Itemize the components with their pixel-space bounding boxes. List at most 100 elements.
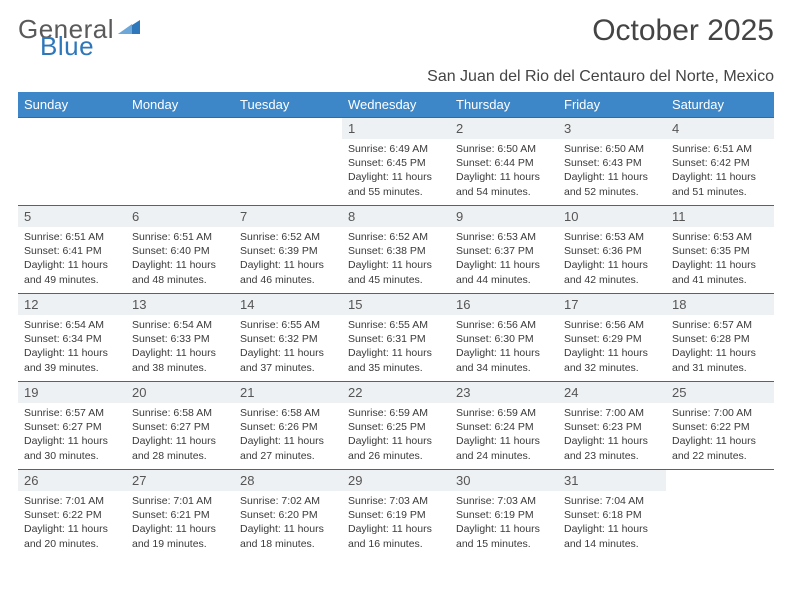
calendar-day-cell: 15Sunrise: 6:55 AMSunset: 6:31 PMDayligh…: [342, 294, 450, 382]
calendar-day-cell: 8Sunrise: 6:52 AMSunset: 6:38 PMDaylight…: [342, 206, 450, 294]
calendar-day-cell: 14Sunrise: 6:55 AMSunset: 6:32 PMDayligh…: [234, 294, 342, 382]
calendar-day-cell: 3Sunrise: 6:50 AMSunset: 6:43 PMDaylight…: [558, 118, 666, 206]
day-details: Sunrise: 6:53 AMSunset: 6:35 PMDaylight:…: [666, 227, 774, 291]
calendar-day-cell: 16Sunrise: 6:56 AMSunset: 6:30 PMDayligh…: [450, 294, 558, 382]
day-details: Sunrise: 6:52 AMSunset: 6:39 PMDaylight:…: [234, 227, 342, 291]
day-details: Sunrise: 6:55 AMSunset: 6:31 PMDaylight:…: [342, 315, 450, 379]
calendar-day-cell: 11Sunrise: 6:53 AMSunset: 6:35 PMDayligh…: [666, 206, 774, 294]
day-number: 13: [126, 294, 234, 315]
weekday-header: Thursday: [450, 92, 558, 118]
day-details: Sunrise: 7:00 AMSunset: 6:22 PMDaylight:…: [666, 403, 774, 467]
day-details: Sunrise: 6:57 AMSunset: 6:27 PMDaylight:…: [18, 403, 126, 467]
day-number: 26: [18, 470, 126, 491]
calendar-day-cell: [234, 118, 342, 206]
day-details: Sunrise: 6:49 AMSunset: 6:45 PMDaylight:…: [342, 139, 450, 203]
calendar-day-cell: 31Sunrise: 7:04 AMSunset: 6:18 PMDayligh…: [558, 470, 666, 558]
calendar-day-cell: 23Sunrise: 6:59 AMSunset: 6:24 PMDayligh…: [450, 382, 558, 470]
day-details: Sunrise: 6:58 AMSunset: 6:26 PMDaylight:…: [234, 403, 342, 467]
location-subtitle: San Juan del Rio del Centauro del Norte,…: [18, 68, 774, 86]
day-number: 25: [666, 382, 774, 403]
day-number: 24: [558, 382, 666, 403]
calendar-day-cell: 17Sunrise: 6:56 AMSunset: 6:29 PMDayligh…: [558, 294, 666, 382]
calendar-week-row: 1Sunrise: 6:49 AMSunset: 6:45 PMDaylight…: [18, 118, 774, 206]
day-number: 28: [234, 470, 342, 491]
day-number: 1: [342, 118, 450, 139]
day-number: 31: [558, 470, 666, 491]
day-details: Sunrise: 6:51 AMSunset: 6:41 PMDaylight:…: [18, 227, 126, 291]
day-number: 7: [234, 206, 342, 227]
day-details: Sunrise: 6:53 AMSunset: 6:36 PMDaylight:…: [558, 227, 666, 291]
calendar-day-cell: 13Sunrise: 6:54 AMSunset: 6:33 PMDayligh…: [126, 294, 234, 382]
calendar-day-cell: 19Sunrise: 6:57 AMSunset: 6:27 PMDayligh…: [18, 382, 126, 470]
calendar-day-cell: [18, 118, 126, 206]
calendar-day-cell: 27Sunrise: 7:01 AMSunset: 6:21 PMDayligh…: [126, 470, 234, 558]
day-details: Sunrise: 7:03 AMSunset: 6:19 PMDaylight:…: [342, 491, 450, 555]
day-number: 11: [666, 206, 774, 227]
day-number: 8: [342, 206, 450, 227]
calendar-week-row: 26Sunrise: 7:01 AMSunset: 6:22 PMDayligh…: [18, 470, 774, 558]
day-number: 22: [342, 382, 450, 403]
day-details: Sunrise: 7:04 AMSunset: 6:18 PMDaylight:…: [558, 491, 666, 555]
calendar-week-row: 5Sunrise: 6:51 AMSunset: 6:41 PMDaylight…: [18, 206, 774, 294]
calendar-day-cell: 30Sunrise: 7:03 AMSunset: 6:19 PMDayligh…: [450, 470, 558, 558]
day-details: Sunrise: 7:03 AMSunset: 6:19 PMDaylight:…: [450, 491, 558, 555]
calendar-day-cell: 24Sunrise: 7:00 AMSunset: 6:23 PMDayligh…: [558, 382, 666, 470]
day-details: Sunrise: 6:51 AMSunset: 6:40 PMDaylight:…: [126, 227, 234, 291]
day-number: 4: [666, 118, 774, 139]
day-number: 6: [126, 206, 234, 227]
calendar-day-cell: 10Sunrise: 6:53 AMSunset: 6:36 PMDayligh…: [558, 206, 666, 294]
day-number: 23: [450, 382, 558, 403]
day-details: Sunrise: 7:00 AMSunset: 6:23 PMDaylight:…: [558, 403, 666, 467]
calendar-day-cell: 2Sunrise: 6:50 AMSunset: 6:44 PMDaylight…: [450, 118, 558, 206]
calendar-day-cell: 29Sunrise: 7:03 AMSunset: 6:19 PMDayligh…: [342, 470, 450, 558]
calendar-day-cell: 26Sunrise: 7:01 AMSunset: 6:22 PMDayligh…: [18, 470, 126, 558]
day-details: Sunrise: 6:56 AMSunset: 6:30 PMDaylight:…: [450, 315, 558, 379]
day-details: Sunrise: 6:52 AMSunset: 6:38 PMDaylight:…: [342, 227, 450, 291]
day-number: 5: [18, 206, 126, 227]
page-title: October 2025: [592, 14, 774, 48]
day-details: Sunrise: 7:02 AMSunset: 6:20 PMDaylight:…: [234, 491, 342, 555]
day-number: 17: [558, 294, 666, 315]
day-details: Sunrise: 6:55 AMSunset: 6:32 PMDaylight:…: [234, 315, 342, 379]
day-number: 19: [18, 382, 126, 403]
day-details: Sunrise: 6:57 AMSunset: 6:28 PMDaylight:…: [666, 315, 774, 379]
calendar-day-cell: 5Sunrise: 6:51 AMSunset: 6:41 PMDaylight…: [18, 206, 126, 294]
day-number: 9: [450, 206, 558, 227]
day-details: Sunrise: 6:50 AMSunset: 6:44 PMDaylight:…: [450, 139, 558, 203]
calendar-day-cell: [666, 470, 774, 558]
calendar-day-cell: 12Sunrise: 6:54 AMSunset: 6:34 PMDayligh…: [18, 294, 126, 382]
calendar-day-cell: 7Sunrise: 6:52 AMSunset: 6:39 PMDaylight…: [234, 206, 342, 294]
day-details: Sunrise: 6:54 AMSunset: 6:33 PMDaylight:…: [126, 315, 234, 379]
day-number: 18: [666, 294, 774, 315]
calendar-week-row: 19Sunrise: 6:57 AMSunset: 6:27 PMDayligh…: [18, 382, 774, 470]
day-details: Sunrise: 6:59 AMSunset: 6:24 PMDaylight:…: [450, 403, 558, 467]
day-number: 12: [18, 294, 126, 315]
day-number: 21: [234, 382, 342, 403]
calendar-day-cell: 25Sunrise: 7:00 AMSunset: 6:22 PMDayligh…: [666, 382, 774, 470]
calendar-day-cell: 21Sunrise: 6:58 AMSunset: 6:26 PMDayligh…: [234, 382, 342, 470]
day-number: 3: [558, 118, 666, 139]
calendar-day-cell: 18Sunrise: 6:57 AMSunset: 6:28 PMDayligh…: [666, 294, 774, 382]
day-number: 29: [342, 470, 450, 491]
weekday-header: Wednesday: [342, 92, 450, 118]
calendar-table: Sunday Monday Tuesday Wednesday Thursday…: [18, 92, 774, 558]
weekday-header: Friday: [558, 92, 666, 118]
day-number: 20: [126, 382, 234, 403]
logo-word2: Blue: [40, 31, 94, 62]
calendar-week-row: 12Sunrise: 6:54 AMSunset: 6:34 PMDayligh…: [18, 294, 774, 382]
day-number: 10: [558, 206, 666, 227]
logo-triangle-icon: [118, 18, 140, 34]
weekday-header: Tuesday: [234, 92, 342, 118]
calendar-day-cell: 20Sunrise: 6:58 AMSunset: 6:27 PMDayligh…: [126, 382, 234, 470]
day-details: Sunrise: 6:56 AMSunset: 6:29 PMDaylight:…: [558, 315, 666, 379]
day-number: 30: [450, 470, 558, 491]
day-number: 16: [450, 294, 558, 315]
weekday-header-row: Sunday Monday Tuesday Wednesday Thursday…: [18, 92, 774, 118]
calendar-day-cell: 1Sunrise: 6:49 AMSunset: 6:45 PMDaylight…: [342, 118, 450, 206]
day-details: Sunrise: 6:51 AMSunset: 6:42 PMDaylight:…: [666, 139, 774, 203]
day-number: 2: [450, 118, 558, 139]
day-details: Sunrise: 6:53 AMSunset: 6:37 PMDaylight:…: [450, 227, 558, 291]
day-details: Sunrise: 6:58 AMSunset: 6:27 PMDaylight:…: [126, 403, 234, 467]
day-details: Sunrise: 7:01 AMSunset: 6:22 PMDaylight:…: [18, 491, 126, 555]
day-details: Sunrise: 6:50 AMSunset: 6:43 PMDaylight:…: [558, 139, 666, 203]
